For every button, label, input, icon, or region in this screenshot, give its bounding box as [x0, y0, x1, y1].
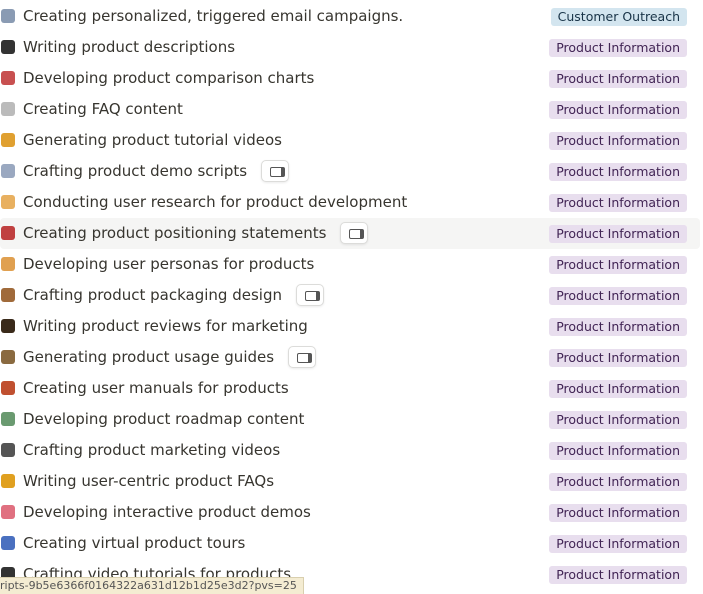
page-icon — [1, 71, 15, 85]
row-title[interactable]: Writing product reviews for marketing — [23, 317, 308, 335]
category-tag: Product Information — [549, 132, 687, 150]
category-tag: Product Information — [549, 225, 687, 243]
page-icon — [1, 474, 15, 488]
list-row[interactable]: Creating personalized, triggered email c… — [0, 1, 700, 32]
page-icon — [1, 381, 15, 395]
open-side-peek-button[interactable] — [261, 160, 290, 182]
row-title[interactable]: Creating user manuals for products — [23, 379, 289, 397]
category-tag: Product Information — [549, 535, 687, 553]
list-row[interactable]: Creating user manuals for products Produc… — [0, 373, 700, 404]
page-icon — [1, 350, 15, 364]
page-icon — [1, 133, 15, 147]
page-icon — [1, 536, 15, 550]
category-tag: Product Information — [549, 70, 687, 88]
list-row[interactable]: Writing product reviews for marketing Pro… — [0, 311, 700, 342]
page-icon — [1, 443, 15, 457]
category-tag: Product Information — [549, 39, 687, 57]
category-tag: Product Information — [549, 566, 687, 584]
page-icon — [1, 195, 15, 209]
page-icon — [1, 412, 15, 426]
status-bar-url: ripts-9b5e6366f0164322a631d12b1d25e3d2?p… — [0, 577, 304, 594]
row-title[interactable]: Creating product positioning statements — [23, 224, 327, 242]
category-tag: Product Information — [549, 194, 687, 212]
page-icon — [1, 257, 15, 271]
category-tag: Product Information — [549, 411, 687, 429]
list-row[interactable]: Writing user-centric product FAQs Product… — [0, 466, 700, 497]
page-icon — [1, 319, 15, 333]
category-tag: Product Information — [549, 504, 687, 522]
page-icon — [1, 9, 15, 23]
row-title[interactable]: Crafting product marketing videos — [23, 441, 281, 459]
page-icon — [1, 102, 15, 116]
row-title[interactable]: Writing product descriptions — [23, 38, 236, 56]
list-row[interactable]: Generating product tutorial videos Produc… — [0, 125, 700, 156]
category-tag: Product Information — [549, 380, 687, 398]
list-row[interactable]: Creating product positioning statements P… — [0, 218, 700, 249]
list-row[interactable]: Writing product descriptions Product Info… — [0, 32, 700, 63]
page-icon — [1, 288, 15, 302]
page-icon — [1, 226, 15, 240]
list-row[interactable]: Conducting user research for product dev… — [0, 187, 700, 218]
row-title[interactable]: Conducting user research for product dev… — [23, 193, 408, 211]
row-title[interactable]: Generating product usage guides — [23, 348, 275, 366]
category-tag: Customer Outreach — [550, 8, 687, 26]
list-row[interactable]: Crafting product marketing videos Product… — [0, 435, 700, 466]
list-row[interactable]: Generating product usage guides Product I… — [0, 342, 700, 373]
category-tag: Product Information — [549, 473, 687, 491]
open-side-peek-button[interactable] — [340, 222, 369, 244]
category-tag: Product Information — [549, 256, 687, 274]
category-tag: Product Information — [549, 287, 687, 305]
row-title[interactable]: Generating product tutorial videos — [23, 131, 282, 149]
open-side-peek-button[interactable] — [295, 284, 324, 306]
open-side-peek-button[interactable] — [288, 346, 317, 368]
row-title[interactable]: Developing product comparison charts — [23, 69, 315, 87]
row-title[interactable]: Developing interactive product demos — [23, 503, 311, 521]
row-title[interactable]: Developing user personas for products — [23, 255, 315, 273]
row-title[interactable]: Creating FAQ content — [23, 100, 183, 118]
list-row[interactable]: Developing product comparison charts Prod… — [0, 63, 700, 94]
list-row[interactable]: Developing interactive product demos Prod… — [0, 497, 700, 528]
page-icon — [1, 164, 15, 178]
page-icon — [1, 40, 15, 54]
category-tag: Product Information — [549, 442, 687, 460]
row-title[interactable]: Creating personalized, triggered email c… — [23, 7, 404, 25]
category-tag: Product Information — [549, 101, 687, 119]
row-title[interactable]: Creating virtual product tours — [23, 534, 246, 552]
row-title[interactable]: Writing user-centric product FAQs — [23, 472, 275, 490]
page-icon — [1, 505, 15, 519]
list-row[interactable]: Creating FAQ content Product Information — [0, 94, 700, 125]
list-row[interactable]: Developing user personas for products Pro… — [0, 249, 700, 280]
list-row[interactable]: Crafting product packaging design Product… — [0, 280, 700, 311]
list-row[interactable]: Creating virtual product tours Product In… — [0, 528, 700, 559]
list-row[interactable]: Crafting product demo scripts Product Inf… — [0, 156, 700, 187]
category-tag: Product Information — [549, 349, 687, 367]
list-row[interactable]: Developing product roadmap content Produc… — [0, 404, 700, 435]
category-tag: Product Information — [549, 163, 687, 181]
category-tag: Product Information — [549, 318, 687, 336]
row-title[interactable]: Developing product roadmap content — [23, 410, 305, 428]
row-title[interactable]: Crafting product packaging design — [23, 286, 282, 304]
row-title[interactable]: Crafting product demo scripts — [23, 162, 248, 180]
